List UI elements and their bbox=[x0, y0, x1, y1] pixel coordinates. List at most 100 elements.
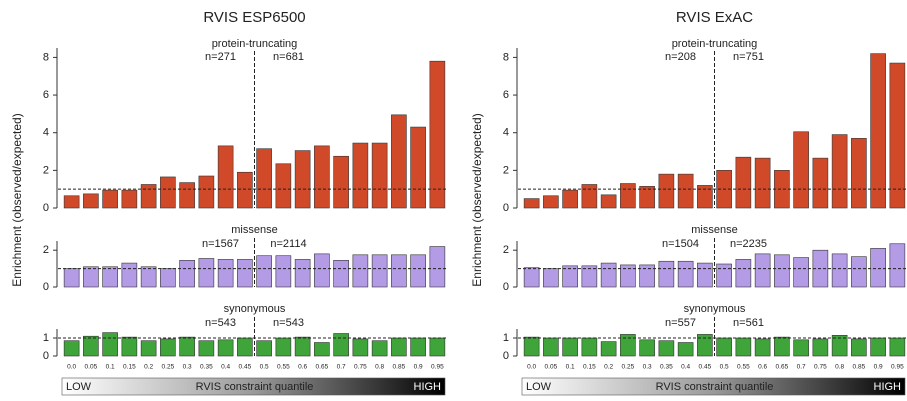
high-label: HIGH bbox=[874, 381, 902, 393]
subplot-title: synonymous bbox=[684, 303, 746, 315]
x-tick-label: 0.0 bbox=[527, 364, 536, 371]
bar bbox=[543, 337, 559, 357]
bar bbox=[63, 195, 80, 209]
bar bbox=[429, 60, 446, 209]
x-tick-label: 0.05 bbox=[545, 364, 558, 371]
x-tick-label: 0.35 bbox=[660, 364, 673, 371]
y-tick-label: 1 bbox=[503, 332, 509, 344]
bar bbox=[851, 138, 867, 209]
bar bbox=[63, 268, 80, 288]
y-tick-label: 6 bbox=[43, 89, 49, 101]
bar bbox=[140, 184, 157, 209]
gradient-bar bbox=[61, 377, 446, 396]
bar bbox=[697, 185, 713, 209]
low-label: LOW bbox=[66, 381, 92, 393]
x-tick-label: 0.55 bbox=[277, 364, 290, 371]
n-left: n=1504 bbox=[662, 238, 699, 250]
bar bbox=[543, 268, 559, 288]
bar bbox=[774, 170, 790, 209]
bar bbox=[371, 142, 388, 209]
x-tick-label: 0.45 bbox=[239, 364, 252, 371]
bar bbox=[716, 263, 732, 288]
bar bbox=[697, 262, 713, 288]
bar bbox=[160, 338, 176, 357]
n-left: n=1567 bbox=[202, 238, 239, 250]
bar bbox=[410, 126, 426, 209]
bar bbox=[677, 173, 694, 209]
bar bbox=[754, 253, 771, 288]
bar bbox=[562, 265, 578, 288]
bar bbox=[870, 248, 886, 288]
n-right: n=681 bbox=[273, 51, 304, 63]
bar bbox=[831, 334, 848, 357]
bar bbox=[429, 337, 446, 357]
y-tick-label: 2 bbox=[43, 164, 49, 176]
n-left: n=543 bbox=[205, 317, 236, 329]
bar bbox=[774, 254, 790, 288]
n-right: n=2114 bbox=[270, 238, 306, 250]
n-right: n=543 bbox=[273, 317, 304, 329]
y-tick-label: 0 bbox=[43, 202, 49, 214]
bar bbox=[793, 339, 809, 357]
x-tick-label: 0.75 bbox=[814, 364, 827, 371]
n-left: n=208 bbox=[665, 51, 696, 63]
y-tick-label: 8 bbox=[503, 51, 509, 63]
x-tick-label: 0.6 bbox=[758, 364, 767, 371]
x-tick-label: 0.5 bbox=[260, 364, 269, 371]
bar bbox=[83, 193, 99, 209]
x-axis-label: RVIS constraint quantile bbox=[656, 381, 774, 393]
x-tick-label: 0.5 bbox=[720, 364, 729, 371]
x-tick-label: 0.2 bbox=[604, 364, 613, 371]
bar bbox=[275, 337, 292, 357]
bar bbox=[639, 339, 655, 357]
x-tick-label: 0.6 bbox=[298, 364, 307, 371]
bar bbox=[658, 260, 675, 288]
x-tick-label: 0.25 bbox=[162, 364, 175, 371]
panel-title: RVIS ESP6500 bbox=[203, 9, 305, 26]
bar bbox=[716, 337, 732, 357]
y-tick-label: 1 bbox=[43, 332, 49, 344]
bar bbox=[121, 189, 138, 209]
bar bbox=[217, 259, 234, 288]
bar bbox=[275, 163, 292, 209]
x-tick-label: 0.95 bbox=[891, 364, 904, 371]
bar bbox=[294, 336, 311, 357]
bar bbox=[294, 259, 311, 288]
bar bbox=[217, 145, 234, 209]
bar bbox=[600, 194, 617, 209]
bar bbox=[63, 340, 80, 357]
y-tick-label: 0 bbox=[43, 281, 49, 293]
bar bbox=[391, 114, 407, 209]
y-tick-label: 4 bbox=[43, 127, 49, 139]
bar bbox=[275, 255, 292, 288]
high-label: HIGH bbox=[414, 381, 442, 393]
subplot-title: protein-truncating bbox=[672, 38, 758, 50]
y-tick-label: 4 bbox=[503, 127, 509, 139]
bar bbox=[735, 259, 752, 288]
bar bbox=[543, 195, 559, 209]
x-tick-label: 0.35 bbox=[200, 364, 213, 371]
bar bbox=[581, 337, 598, 357]
x-tick-label: 0.85 bbox=[853, 364, 866, 371]
bar bbox=[831, 134, 848, 209]
x-axis-label: RVIS constraint quantile bbox=[196, 381, 314, 393]
bar bbox=[600, 341, 617, 357]
bar bbox=[831, 253, 848, 288]
bar bbox=[677, 260, 694, 288]
bar bbox=[793, 257, 809, 288]
y-axis-label: Enrichment (observed/expected) bbox=[10, 113, 24, 286]
x-tick-label: 0.7 bbox=[797, 364, 806, 371]
n-right: n=561 bbox=[733, 317, 764, 329]
bar bbox=[870, 53, 886, 209]
x-tick-label: 0.95 bbox=[431, 364, 444, 371]
bar bbox=[523, 198, 540, 209]
bar bbox=[371, 254, 388, 288]
x-tick-label: 0.75 bbox=[354, 364, 367, 371]
x-tick-label: 0.65 bbox=[316, 364, 329, 371]
bar bbox=[102, 332, 118, 357]
bar bbox=[121, 336, 138, 357]
bar bbox=[237, 171, 253, 209]
bar bbox=[102, 266, 118, 288]
bar bbox=[256, 148, 272, 209]
